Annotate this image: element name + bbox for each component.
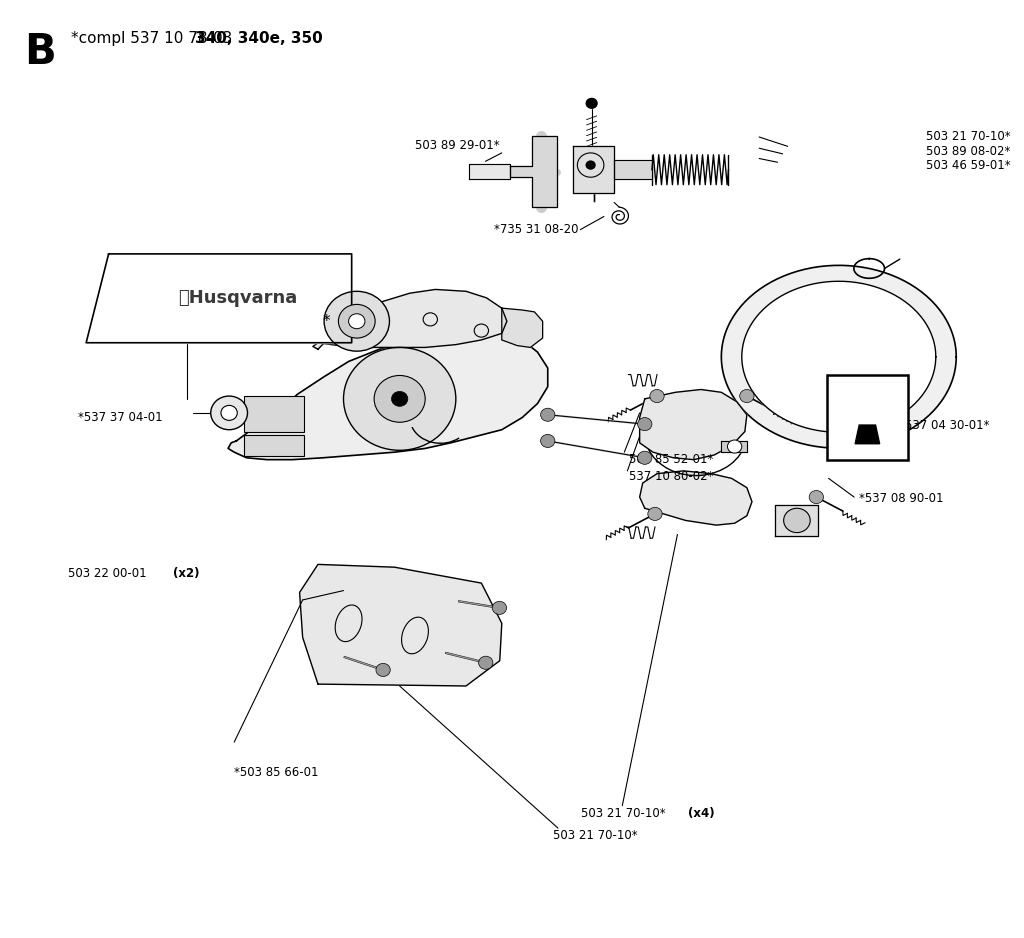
Text: 503 21 70-10*: 503 21 70-10* <box>553 829 638 842</box>
Polygon shape <box>640 471 752 525</box>
Bar <box>245 435 304 456</box>
Text: 340, 340e, 350: 340, 340e, 350 <box>196 31 324 46</box>
Circle shape <box>586 160 596 170</box>
Circle shape <box>478 657 493 670</box>
Polygon shape <box>469 164 510 179</box>
Text: 503 89 29-01*: 503 89 29-01* <box>415 139 500 152</box>
Circle shape <box>221 405 238 420</box>
Circle shape <box>348 313 365 328</box>
Text: *: * <box>323 313 330 328</box>
Polygon shape <box>510 136 557 207</box>
Text: 503 46 59-01*: 503 46 59-01* <box>926 159 1011 173</box>
Text: (x4): (x4) <box>688 807 715 820</box>
Circle shape <box>650 389 665 402</box>
Polygon shape <box>775 505 818 537</box>
Circle shape <box>783 508 810 533</box>
Text: (x2): (x2) <box>173 567 200 581</box>
Circle shape <box>638 417 652 431</box>
Circle shape <box>493 601 507 614</box>
Circle shape <box>541 408 555 421</box>
Bar <box>245 396 304 431</box>
Circle shape <box>638 451 652 464</box>
Text: *735 31 08-20: *735 31 08-20 <box>494 223 579 236</box>
Circle shape <box>586 98 598 109</box>
Circle shape <box>376 663 390 676</box>
Polygon shape <box>741 281 936 432</box>
Circle shape <box>391 391 408 406</box>
Polygon shape <box>313 290 507 349</box>
Polygon shape <box>721 265 956 448</box>
Polygon shape <box>855 425 880 444</box>
Circle shape <box>541 434 555 447</box>
Text: *503 85 66-01: *503 85 66-01 <box>234 766 318 779</box>
Circle shape <box>739 389 754 402</box>
Circle shape <box>648 507 663 521</box>
Text: B: B <box>24 31 55 73</box>
Circle shape <box>727 440 741 453</box>
Circle shape <box>211 396 248 430</box>
Polygon shape <box>300 565 502 686</box>
Polygon shape <box>228 330 548 460</box>
Text: 503 85 52-01*: 503 85 52-01* <box>630 453 714 466</box>
Text: *537 08 90-01: *537 08 90-01 <box>859 492 944 506</box>
Circle shape <box>324 292 389 351</box>
Text: 537 10 80-02*: 537 10 80-02* <box>630 470 714 483</box>
Text: 503 22 00-01: 503 22 00-01 <box>68 567 151 581</box>
Polygon shape <box>502 309 543 347</box>
Circle shape <box>343 347 456 450</box>
Text: 503 21 70-10*: 503 21 70-10* <box>582 807 670 820</box>
Bar <box>826 375 908 460</box>
Text: 503 89 08-02*: 503 89 08-02* <box>926 144 1011 158</box>
Text: 503 21 70-10*: 503 21 70-10* <box>926 129 1011 143</box>
Polygon shape <box>573 146 614 193</box>
Polygon shape <box>721 441 746 452</box>
Polygon shape <box>614 160 652 179</box>
Text: *537 37 04-01: *537 37 04-01 <box>78 411 163 424</box>
Polygon shape <box>640 389 746 460</box>
Circle shape <box>338 305 375 338</box>
Text: ⓘHusqvarna: ⓘHusqvarna <box>178 289 297 308</box>
Text: 537 04 30-01*: 537 04 30-01* <box>905 419 990 432</box>
Circle shape <box>809 491 823 504</box>
Text: *compl 537 10 78-03: *compl 537 10 78-03 <box>71 31 238 46</box>
Circle shape <box>374 375 425 422</box>
Polygon shape <box>86 254 351 342</box>
